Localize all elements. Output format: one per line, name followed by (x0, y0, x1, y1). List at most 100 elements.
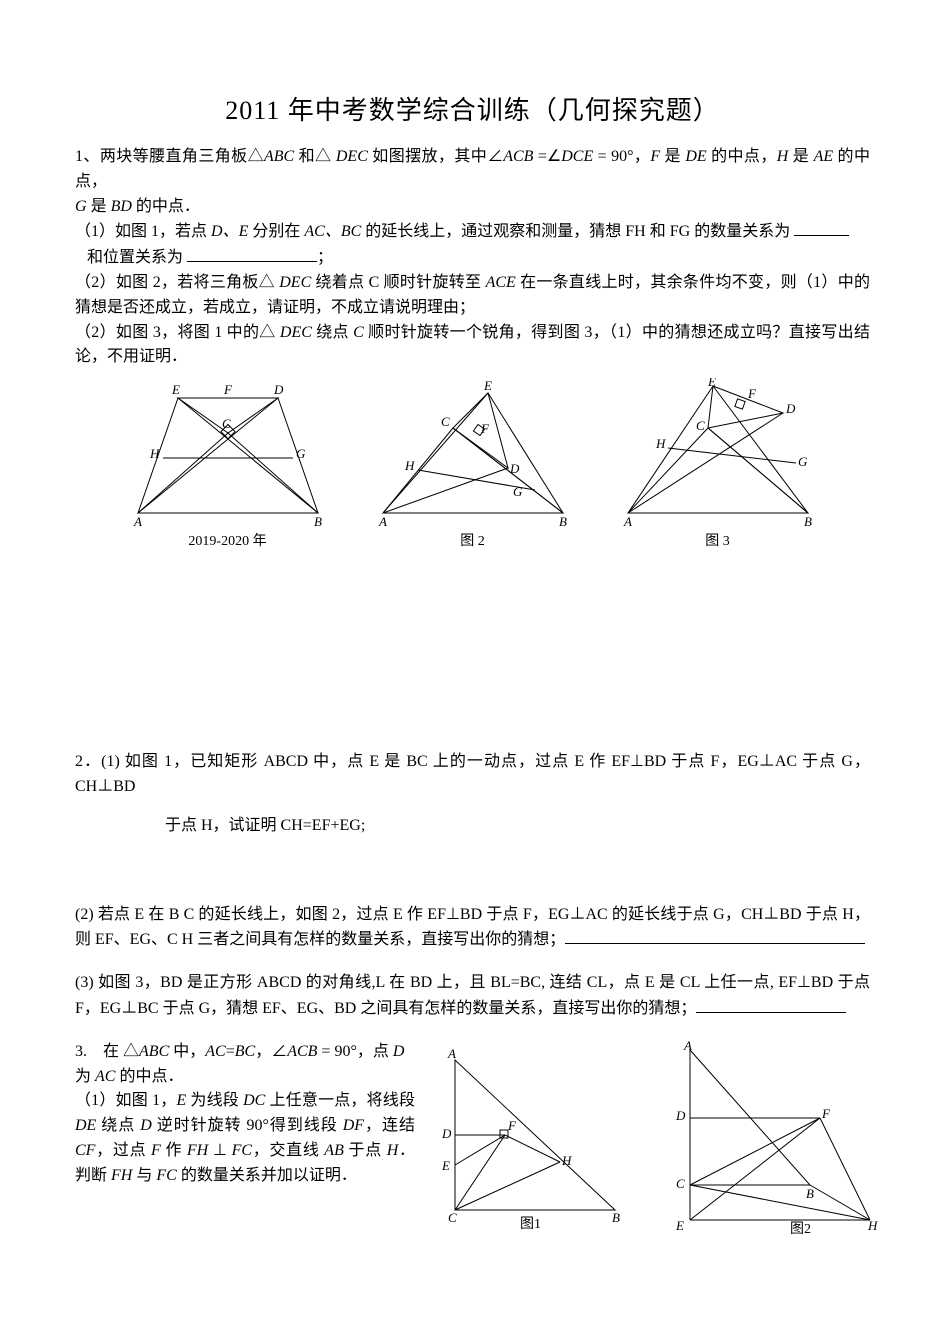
text: 绕着点 C 顺时针旋转至 (311, 274, 485, 291)
text: （2）如图 3，将图 1 中的△ (75, 324, 280, 341)
text: 如图摆放，其中∠ (368, 148, 503, 165)
svg-text:D: D (273, 382, 284, 397)
q3-fig1: A C B D E F H 图1 (430, 1040, 630, 1235)
q1-fig3-svg: A B C E D F H G (608, 378, 828, 528)
text: 的数量关系并加以证明． (177, 1167, 357, 1184)
text: ACB (287, 1043, 317, 1060)
svg-text:C: C (222, 416, 231, 431)
text: FC (232, 1142, 252, 1159)
text: DE (685, 148, 706, 165)
svg-text:F: F (821, 1106, 831, 1121)
q2-p1: 2．(1) 如图 1，已知矩形 ABCD 中，点 E 是 BC 上的一动点，过点… (75, 750, 870, 800)
spacer (75, 853, 870, 903)
text: 于点 (344, 1142, 387, 1159)
text: ⊥ (208, 1142, 231, 1159)
text: DEC (279, 274, 311, 291)
blank-line (794, 219, 849, 236)
text: ，连结 (364, 1117, 415, 1134)
page-title: 2011 年中考数学综合训练（几何探究题） (75, 90, 870, 127)
text: 绕点 (96, 1117, 140, 1134)
svg-text:D: D (509, 461, 520, 476)
text: 作 (161, 1142, 187, 1159)
text: 绕点 (312, 324, 353, 341)
text: F (151, 1142, 161, 1159)
svg-text:D: D (441, 1126, 452, 1141)
text: ACB (503, 148, 533, 165)
text: 的中点， (707, 148, 777, 165)
svg-text:F: F (223, 382, 233, 397)
svg-text:C: C (696, 418, 705, 433)
text: DEC (280, 324, 312, 341)
svg-text:G: G (296, 446, 306, 461)
svg-text:C: C (441, 414, 450, 429)
text: = 90°，点 (317, 1043, 392, 1060)
text: BC (235, 1043, 255, 1060)
blank-line (565, 927, 865, 944)
text: AC、BC (304, 223, 361, 240)
svg-text:B: B (559, 514, 567, 528)
text: 为线段 (186, 1092, 243, 1109)
svg-text:E: E (675, 1218, 684, 1233)
q1: 1、两块等腰直角三角板△ABC 和△ DEC 如图摆放，其中∠ACB =∠DCE… (75, 145, 870, 370)
svg-text:A: A (683, 1040, 692, 1053)
text: DF (343, 1117, 364, 1134)
text: （1）如图 1， (75, 1092, 176, 1109)
text: G (75, 198, 87, 215)
text: 1、两块等腰直角三角板△ (75, 148, 264, 165)
text: AC (205, 1043, 225, 1060)
q3-fig1-caption: 图1 (520, 1217, 541, 1230)
text: （1）如图 1，若点 (75, 223, 211, 240)
blank-line (187, 245, 317, 262)
text: 2．(1) 如图 1，已知矩形 ABCD 中，点 E 是 BC 上的一动点，过点… (75, 753, 870, 795)
q1-fig2-svg: A B C E D F H G (363, 378, 583, 528)
text: H (387, 1142, 399, 1159)
text: 是 (87, 198, 111, 215)
q1-fig2-caption: 图 2 (363, 530, 583, 550)
text: ； (317, 249, 333, 266)
q1-fig3: A B C E D F H G 图 3 (608, 378, 828, 550)
svg-text:E: E (483, 378, 492, 393)
svg-text:D: D (675, 1108, 686, 1123)
svg-text:F: F (507, 1118, 517, 1133)
q2-p1b: 于点 H，试证明 CH=EF+EG; (165, 814, 870, 839)
text: DC (243, 1092, 265, 1109)
text: BD (111, 198, 132, 215)
q3-fig2-svg: A C B D F E H 图2 (660, 1040, 880, 1235)
q2-p3: (3) 如图 3，BD 是正方形 ABCD 的对角线,L 在 BD 上，且 BL… (75, 971, 870, 1022)
text: D、E (211, 223, 248, 240)
svg-text:G: G (513, 484, 523, 499)
svg-text:F: F (480, 421, 490, 436)
text: AC (95, 1068, 115, 1085)
text: AE (814, 148, 834, 165)
text: 是 (660, 148, 685, 165)
text: ACE (486, 274, 516, 291)
q3: 3. 在 △ABC 中，AC=BC，∠ACB = 90°，点 D 为 AC 的中… (75, 1040, 870, 1235)
text: 的延长线上，通过观察和测量，猜想 FH 和 FG 的数量关系为 (361, 223, 794, 240)
q1-fig1-svg: A B C E D F H G (118, 378, 338, 528)
q1-figures: A B C E D F H G 2019-2020 年 (75, 378, 870, 550)
svg-text:B: B (612, 1210, 620, 1225)
text: 中， (169, 1043, 205, 1060)
text: DCE (561, 148, 593, 165)
svg-text:B: B (804, 514, 812, 528)
text: D (393, 1043, 405, 1060)
q1-fig1-caption: 2019-2020 年 (118, 530, 338, 550)
q2-p2: (2) 若点 E 在 B C 的延长线上，如图 2，过点 E 作 EF⊥BD 于… (75, 903, 870, 954)
text: D (140, 1117, 152, 1134)
text: （2）如图 2，若将三角板△ (75, 274, 279, 291)
text: ，∠ (255, 1043, 287, 1060)
text: DEC (336, 148, 368, 165)
text: ，交直线 (252, 1142, 324, 1159)
q3-fig1-svg: A C B D E F H 图1 (430, 1040, 630, 1230)
svg-text:G: G (798, 454, 808, 469)
svg-text:C: C (676, 1176, 685, 1191)
text: 和位置关系为 (83, 249, 187, 266)
svg-text:A: A (447, 1046, 456, 1061)
text: ABC (264, 148, 294, 165)
text: FH (187, 1142, 208, 1159)
blank-line (696, 996, 846, 1013)
text: 3. 在 △ (75, 1043, 139, 1060)
svg-text:D: D (785, 401, 796, 416)
svg-text:A: A (133, 514, 142, 528)
q3-text: 3. 在 △ABC 中，AC=BC，∠ACB = 90°，点 D 为 AC 的中… (75, 1040, 415, 1189)
